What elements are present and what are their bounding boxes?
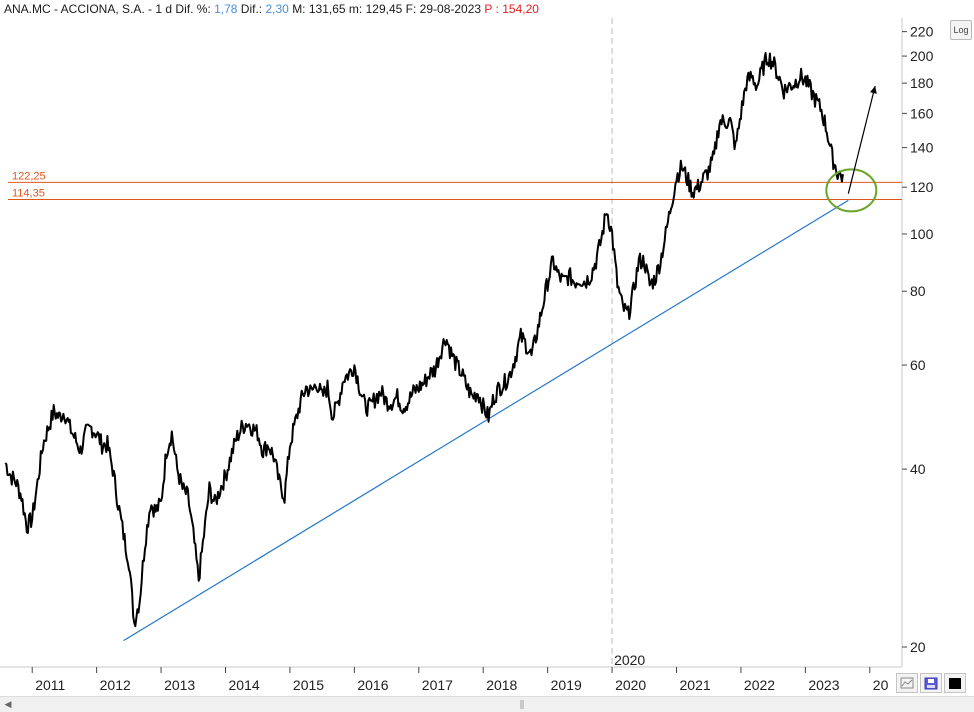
highlight-circle [825, 168, 878, 213]
dif-value: 2,30 [265, 2, 289, 16]
y-tick-label: 100 [910, 226, 934, 242]
x-tick-label: 2017 [422, 677, 453, 693]
x-tick-label: 2023 [808, 677, 839, 693]
chart-toolbar [896, 673, 966, 693]
trendline [123, 199, 849, 642]
price-chart[interactable]: 2020 20 40 60 80 100 120 140 160 180 200 220 2011 2… [0, 0, 974, 696]
x-tick-label: 2019 [551, 677, 582, 693]
x-tick-label: 2021 [680, 677, 711, 693]
min-label: m: [348, 2, 363, 16]
price-series-line [4, 52, 844, 628]
date-value: 29-08-2023 [419, 2, 482, 16]
chart-settings-icon [900, 677, 914, 689]
x-tick-label: 2016 [357, 677, 388, 693]
x-tick-label: 2015 [293, 677, 324, 693]
date-label: F: [405, 2, 417, 16]
x-tick-label: 2011 [35, 677, 65, 693]
y-tick-label: 80 [910, 283, 926, 299]
y-tick-label: 60 [910, 357, 926, 373]
dif-pct-value: 1,78 [214, 2, 238, 16]
period-label: 1 d [155, 2, 173, 16]
dif-pct-label: Dif. %: [175, 2, 211, 16]
x-tick-label: 20 [873, 677, 889, 693]
year-marker-label: 2020 [614, 652, 645, 668]
save-button[interactable] [920, 673, 942, 693]
dif-label: Dif.: [240, 2, 263, 16]
price-value: 154,20 [502, 2, 539, 16]
support-level-label: 122,25 [12, 170, 46, 182]
max-label: M: [292, 2, 306, 16]
chart-settings-button[interactable] [896, 673, 918, 693]
scroll-left-icon[interactable]: ◀ [4, 699, 12, 709]
price-label: P : [484, 2, 499, 16]
max-value: 131,65 [308, 2, 346, 16]
y-tick-label: 180 [910, 75, 934, 91]
y-tick-label: 200 [910, 48, 934, 64]
support-level-label: 114,35 [12, 188, 45, 200]
y-tick-label: 40 [910, 461, 926, 477]
log-scale-toggle[interactable]: Log [950, 20, 972, 40]
y-tick-label: 220 [910, 24, 934, 40]
y-tick-label: 140 [910, 140, 934, 156]
horizontal-scrollbar[interactable]: ◀ [0, 696, 974, 712]
projection-arrow [847, 85, 876, 194]
x-tick-label: 2020 [615, 677, 646, 693]
x-tick-label: 2014 [229, 677, 260, 693]
y-axis: 20 40 60 80 100 120 140 160 180 200 220 [902, 24, 934, 655]
annotations-layer: 122,25 114,35 [8, 170, 902, 642]
x-tick-label: 2013 [164, 677, 195, 693]
overlay-layer [825, 85, 878, 213]
save-icon [924, 677, 938, 689]
min-value: 129,45 [365, 2, 403, 16]
x-tick-label: 2012 [100, 677, 131, 693]
scrollbar-thumb[interactable] [520, 700, 524, 709]
chart-header: ANA.MC - ACCIONA, S.A. - 1 d Dif. %: 1,7… [4, 2, 539, 18]
y-tick-label: 160 [910, 105, 934, 121]
x-axis: 2011 2012 2013 2014 2015 2016 2017 2018 2019 2020… [31, 667, 889, 693]
ticker-label: ANA.MC - ACCIONA, S.A. - [4, 2, 153, 16]
fullscreen-icon [949, 677, 961, 689]
fullscreen-button[interactable] [944, 673, 966, 693]
y-tick-label: 20 [910, 639, 926, 655]
projection-arrowhead [870, 85, 877, 94]
x-tick-label: 2018 [486, 677, 517, 693]
x-tick-label: 2022 [744, 677, 775, 693]
y-tick-label: 120 [910, 179, 934, 195]
